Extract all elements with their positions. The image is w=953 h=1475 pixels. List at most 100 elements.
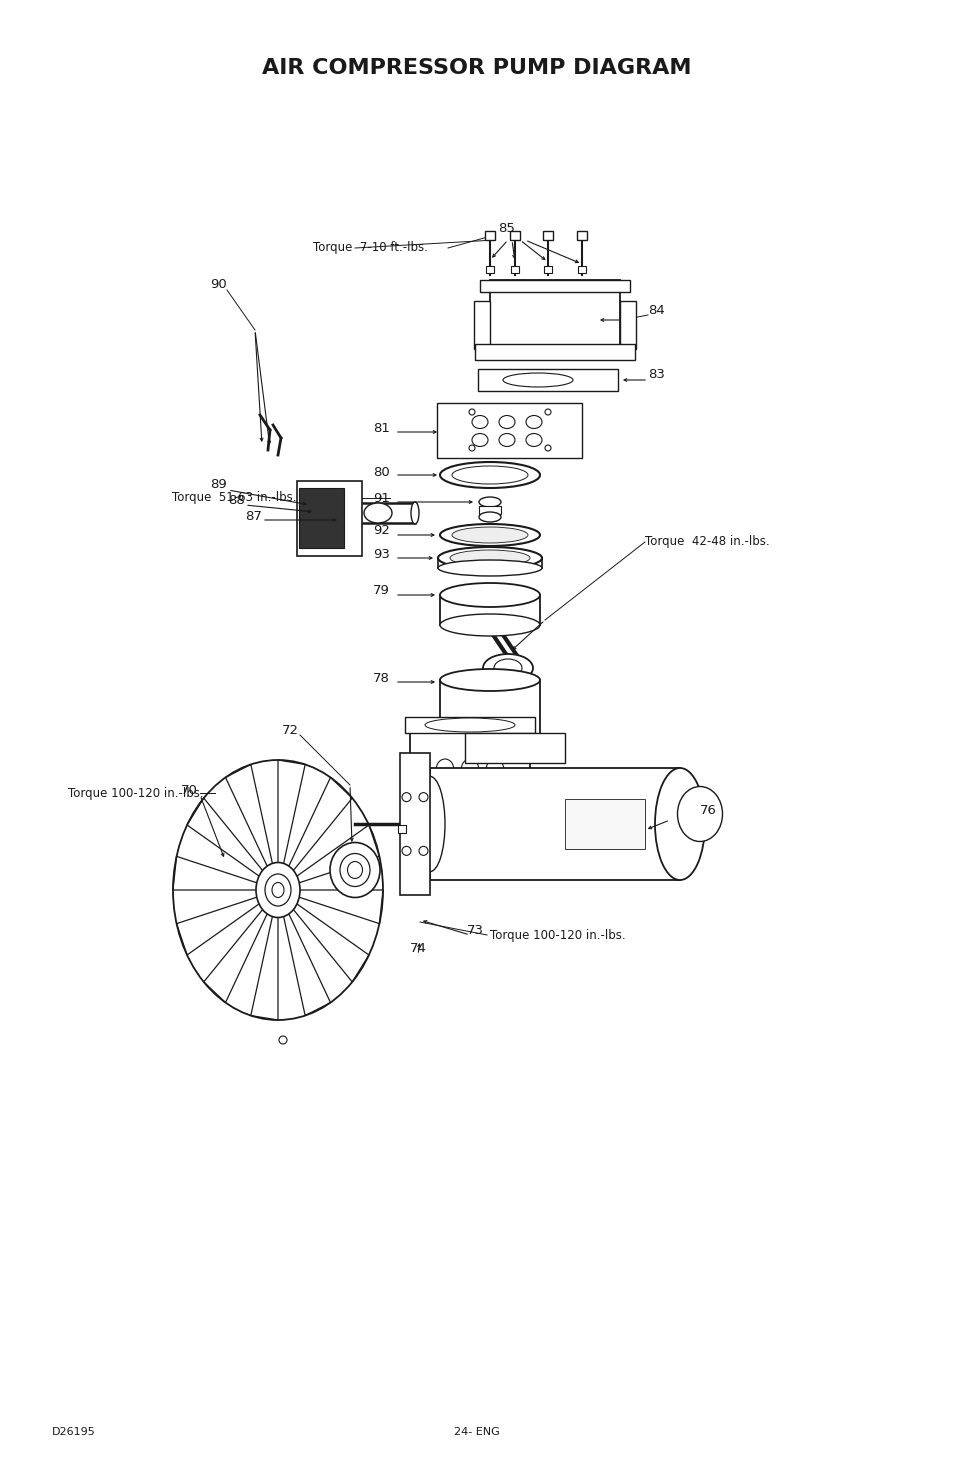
Ellipse shape bbox=[437, 560, 541, 577]
Text: 24- ENG: 24- ENG bbox=[454, 1426, 499, 1437]
Ellipse shape bbox=[439, 727, 539, 749]
Ellipse shape bbox=[272, 882, 284, 897]
Ellipse shape bbox=[401, 792, 411, 801]
Ellipse shape bbox=[347, 861, 362, 879]
Polygon shape bbox=[291, 904, 369, 982]
Polygon shape bbox=[277, 760, 305, 867]
Ellipse shape bbox=[485, 760, 503, 780]
Bar bbox=[477, 369, 618, 391]
Text: 78: 78 bbox=[373, 671, 390, 684]
Polygon shape bbox=[187, 798, 265, 876]
Text: 85: 85 bbox=[498, 221, 515, 235]
Bar bbox=[474, 301, 490, 350]
Bar bbox=[475, 344, 635, 360]
Bar bbox=[543, 266, 552, 273]
Ellipse shape bbox=[472, 416, 488, 429]
Ellipse shape bbox=[436, 760, 454, 780]
Text: 80: 80 bbox=[373, 466, 390, 478]
Ellipse shape bbox=[424, 718, 515, 732]
Bar bbox=[564, 799, 644, 850]
Ellipse shape bbox=[452, 466, 527, 484]
Ellipse shape bbox=[525, 416, 541, 429]
Text: 90: 90 bbox=[210, 279, 227, 292]
Ellipse shape bbox=[439, 614, 539, 636]
Polygon shape bbox=[295, 889, 382, 923]
Bar bbox=[484, 230, 495, 239]
Ellipse shape bbox=[452, 527, 527, 543]
Bar bbox=[485, 266, 494, 273]
Polygon shape bbox=[251, 912, 277, 1021]
Bar bbox=[578, 266, 585, 273]
Text: 79: 79 bbox=[373, 584, 390, 596]
Ellipse shape bbox=[439, 462, 539, 488]
Ellipse shape bbox=[478, 512, 500, 522]
Bar bbox=[430, 768, 679, 881]
Bar bbox=[577, 230, 586, 239]
Ellipse shape bbox=[437, 547, 541, 569]
Bar bbox=[410, 726, 530, 805]
Text: Torque  51-63 in.-lbs.: Torque 51-63 in.-lbs. bbox=[172, 491, 296, 504]
Text: 81: 81 bbox=[373, 422, 390, 435]
Bar bbox=[490, 280, 619, 360]
Ellipse shape bbox=[418, 792, 428, 801]
Ellipse shape bbox=[255, 863, 299, 917]
Polygon shape bbox=[204, 906, 267, 1003]
Bar bbox=[297, 481, 362, 556]
Polygon shape bbox=[172, 857, 260, 889]
Ellipse shape bbox=[278, 1035, 287, 1044]
Polygon shape bbox=[282, 912, 330, 1016]
Bar bbox=[405, 717, 535, 733]
Ellipse shape bbox=[525, 434, 541, 447]
Ellipse shape bbox=[418, 847, 428, 856]
Text: Torque  7-10 ft.-lbs.: Torque 7-10 ft.-lbs. bbox=[313, 242, 428, 255]
Text: 73: 73 bbox=[467, 923, 483, 937]
Ellipse shape bbox=[460, 760, 478, 780]
Ellipse shape bbox=[265, 875, 291, 906]
Ellipse shape bbox=[415, 776, 444, 872]
Text: 72: 72 bbox=[282, 724, 298, 736]
Text: Torque  42-48 in.-lbs.: Torque 42-48 in.-lbs. bbox=[644, 535, 769, 549]
Ellipse shape bbox=[439, 583, 539, 608]
Ellipse shape bbox=[439, 524, 539, 546]
Ellipse shape bbox=[469, 445, 475, 451]
Polygon shape bbox=[176, 895, 260, 954]
Text: D26195: D26195 bbox=[52, 1426, 95, 1437]
Ellipse shape bbox=[411, 502, 418, 524]
Ellipse shape bbox=[655, 768, 704, 881]
Ellipse shape bbox=[330, 842, 379, 897]
Text: 89: 89 bbox=[210, 478, 227, 491]
Bar bbox=[478, 506, 500, 513]
Bar bbox=[464, 733, 564, 763]
Polygon shape bbox=[289, 777, 352, 873]
Text: AIR COMPRESSOR PUMP DIAGRAM: AIR COMPRESSOR PUMP DIAGRAM bbox=[262, 58, 691, 78]
Ellipse shape bbox=[498, 434, 515, 447]
Ellipse shape bbox=[677, 786, 721, 842]
Ellipse shape bbox=[478, 497, 500, 507]
Ellipse shape bbox=[364, 503, 392, 524]
Bar bbox=[542, 230, 553, 239]
Text: 74: 74 bbox=[409, 941, 426, 954]
Text: 76: 76 bbox=[700, 804, 716, 817]
Ellipse shape bbox=[339, 854, 370, 886]
Ellipse shape bbox=[502, 373, 573, 386]
Polygon shape bbox=[295, 825, 379, 884]
Text: 92: 92 bbox=[373, 524, 390, 537]
Text: 93: 93 bbox=[373, 549, 390, 562]
Ellipse shape bbox=[544, 445, 551, 451]
Bar bbox=[511, 266, 518, 273]
Ellipse shape bbox=[494, 659, 521, 677]
Bar bbox=[510, 230, 519, 239]
Ellipse shape bbox=[482, 653, 533, 681]
Ellipse shape bbox=[469, 409, 475, 414]
Ellipse shape bbox=[401, 847, 411, 856]
Bar bbox=[619, 301, 636, 350]
Text: 84: 84 bbox=[647, 304, 664, 317]
Ellipse shape bbox=[450, 550, 530, 566]
Bar bbox=[397, 825, 406, 833]
Text: Torque 100-120 in.-lbs.: Torque 100-120 in.-lbs. bbox=[490, 928, 625, 941]
Ellipse shape bbox=[544, 409, 551, 414]
Text: 88: 88 bbox=[228, 494, 245, 506]
Bar bbox=[437, 403, 582, 457]
Polygon shape bbox=[225, 764, 274, 867]
Ellipse shape bbox=[472, 434, 488, 447]
